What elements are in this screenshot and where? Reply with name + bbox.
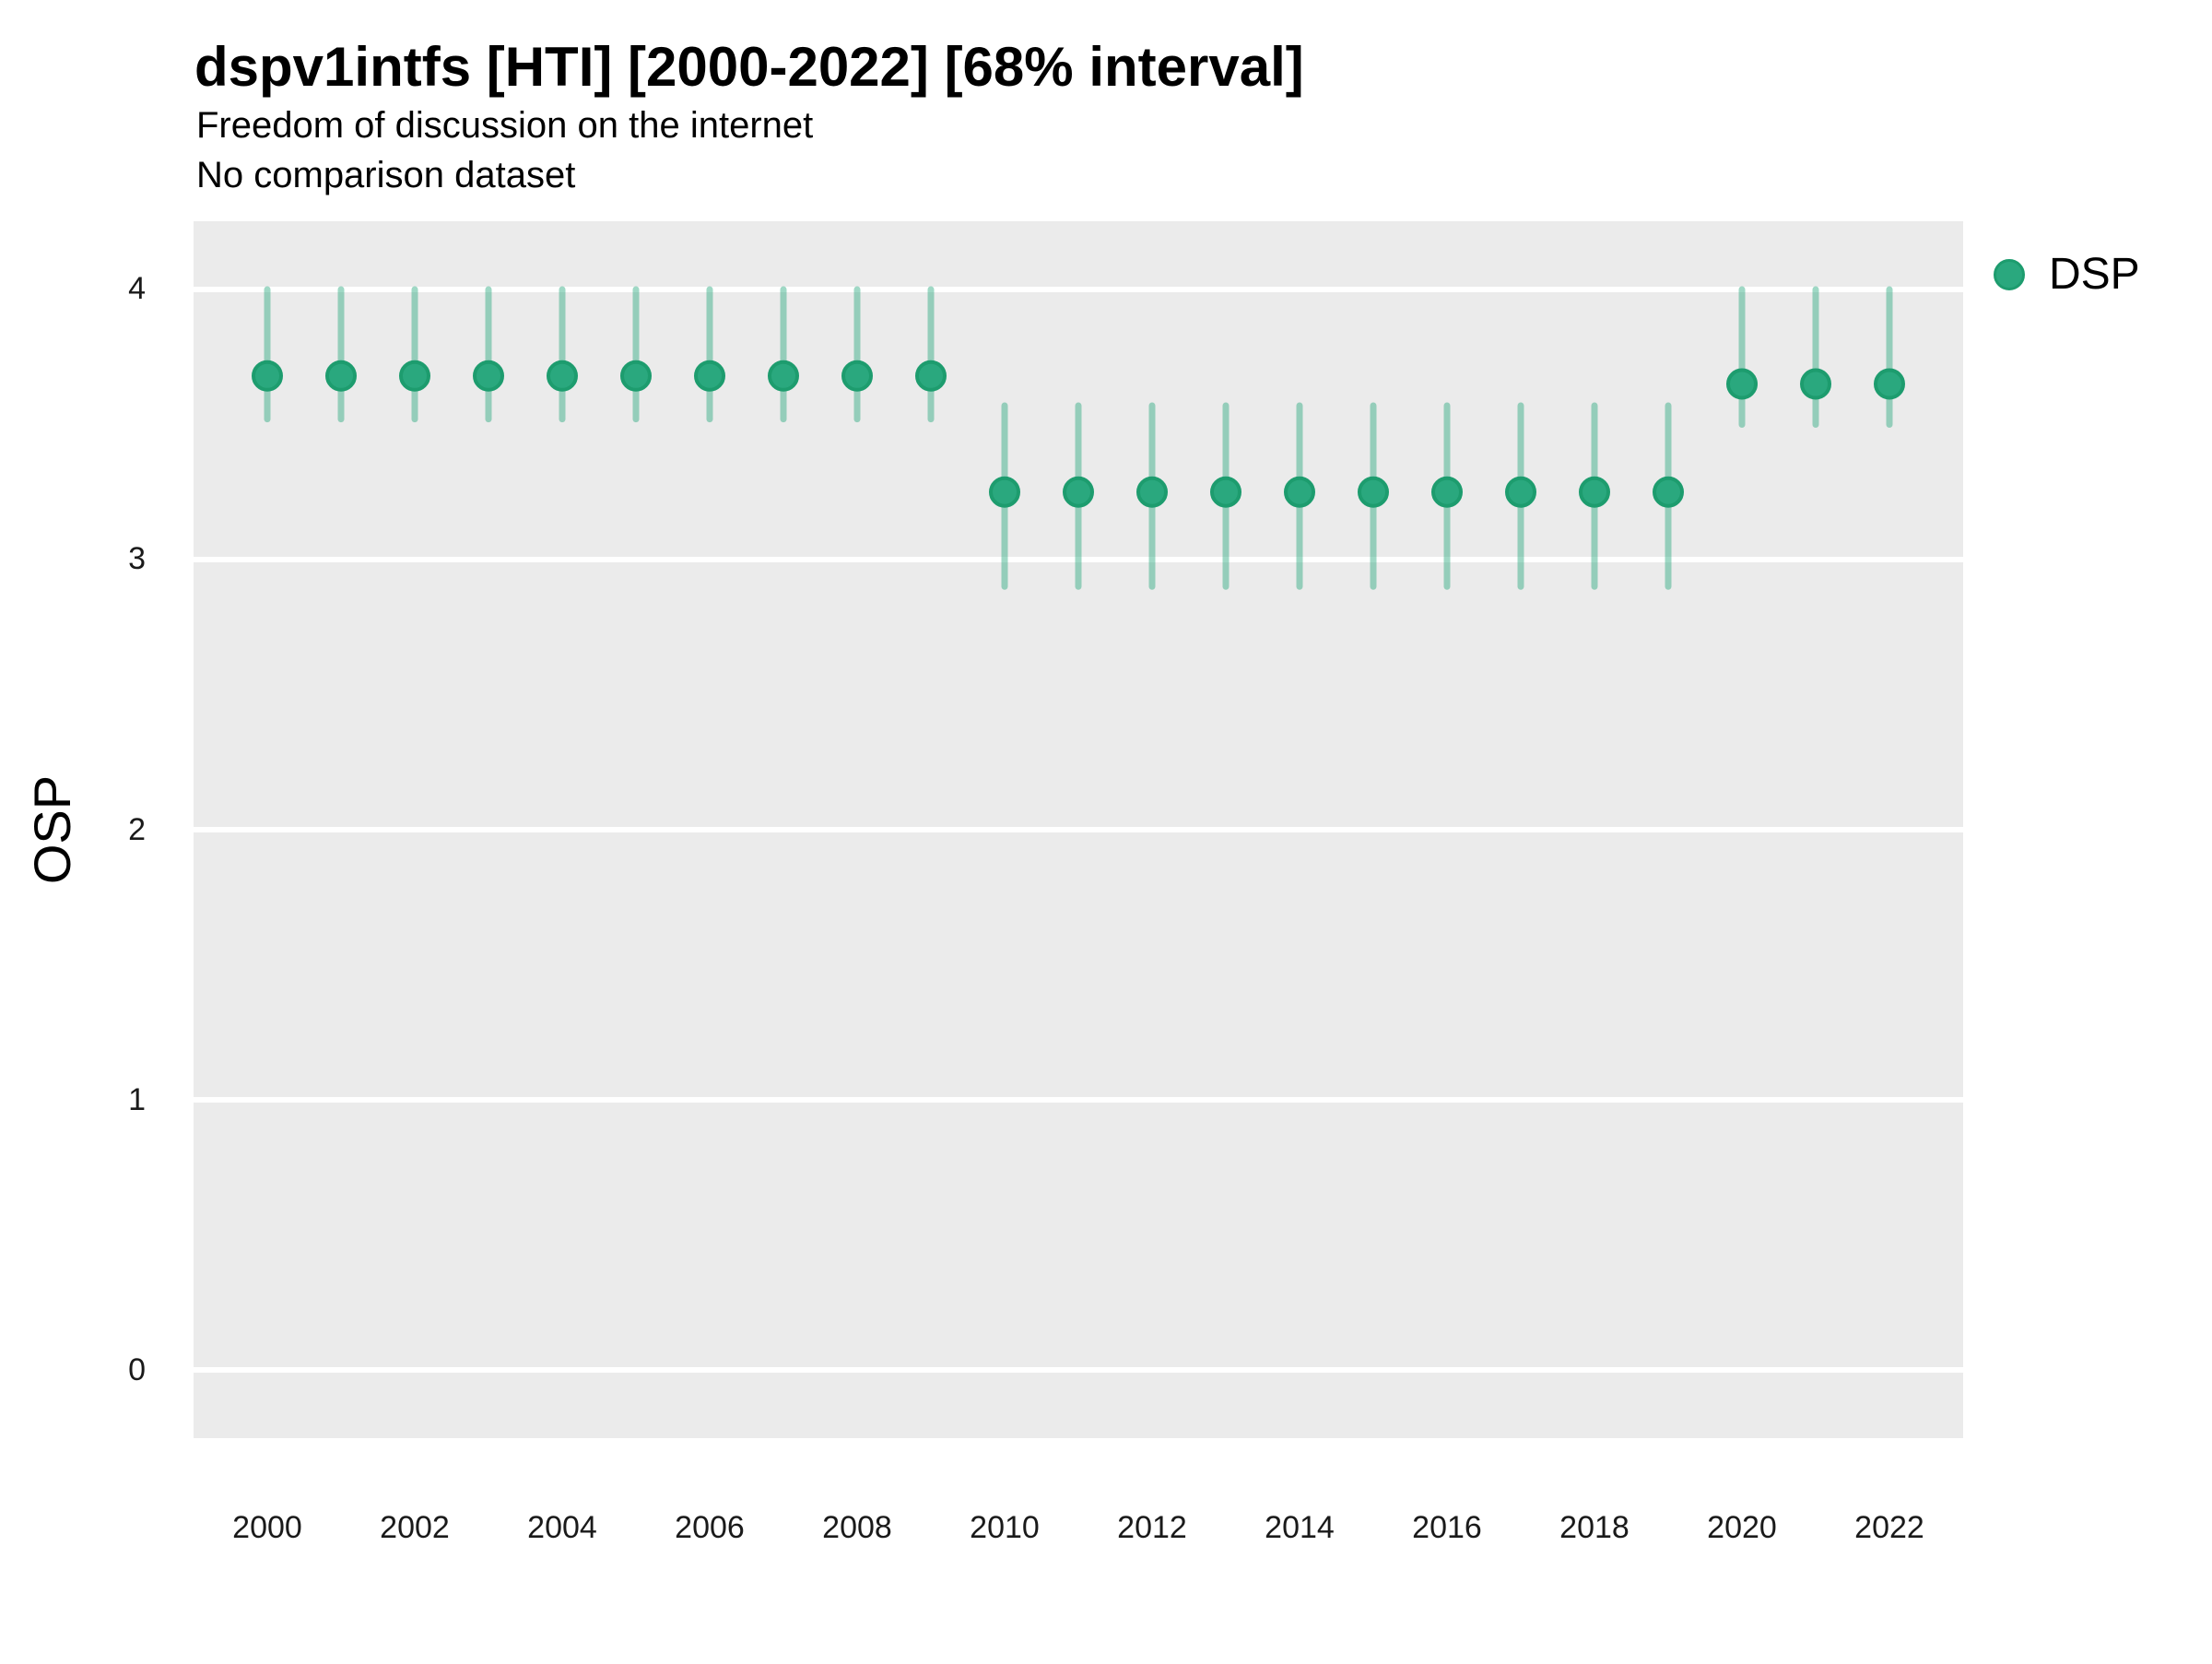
- x-tick-label-2018: 2018: [1559, 1510, 1630, 1545]
- point-marker-2012: [1136, 476, 1168, 508]
- point-marker-2010: [989, 476, 1020, 508]
- point-marker-2019: [1653, 476, 1684, 508]
- y-tick-label-0: 0: [128, 1351, 146, 1387]
- chart-subtitle: Freedom of discussion on the internet: [196, 105, 814, 146]
- chart-note: No comparison dataset: [196, 155, 576, 195]
- y-tick-label-3: 3: [128, 541, 146, 577]
- y-tick-label-1: 1: [128, 1081, 146, 1117]
- point-marker-2021: [1800, 368, 1831, 400]
- point-marker-2022: [1874, 368, 1905, 400]
- point-marker-2007: [768, 360, 799, 392]
- point-marker-2001: [325, 360, 357, 392]
- point-marker-2002: [399, 360, 430, 392]
- x-tick-label-2004: 2004: [527, 1510, 597, 1545]
- point-marker-2016: [1431, 476, 1463, 508]
- chart-title: dspv1intfs [HTI] [2000-2022] [68% interv…: [194, 36, 1304, 98]
- point-marker-2013: [1210, 476, 1241, 508]
- point-marker-2014: [1284, 476, 1315, 508]
- legend: DSP: [1994, 249, 2140, 301]
- x-tick-label-2012: 2012: [1117, 1510, 1187, 1545]
- x-tick-label-2002: 2002: [380, 1510, 450, 1545]
- point-marker-2015: [1358, 476, 1389, 508]
- y-tick-label-4: 4: [128, 271, 146, 307]
- x-tick-label-2020: 2020: [1707, 1510, 1777, 1545]
- legend-point-icon: [1994, 259, 2025, 290]
- point-marker-2011: [1063, 476, 1094, 508]
- point-marker-2008: [841, 360, 873, 392]
- point-marker-2017: [1505, 476, 1536, 508]
- point-marker-2018: [1579, 476, 1610, 508]
- x-tick-label-2010: 2010: [970, 1510, 1040, 1545]
- x-tick-label-2008: 2008: [822, 1510, 892, 1545]
- x-tick-label-2016: 2016: [1412, 1510, 1482, 1545]
- point-marker-2003: [473, 360, 504, 392]
- point-marker-2005: [620, 360, 652, 392]
- legend-item-label: DSP: [2049, 250, 2140, 299]
- point-marker-2006: [694, 360, 725, 392]
- point-marker-2020: [1726, 368, 1758, 400]
- y-tick-label-2: 2: [128, 811, 146, 847]
- point-marker-2009: [915, 360, 947, 392]
- x-tick-label-2006: 2006: [675, 1510, 745, 1545]
- x-tick-label-2022: 2022: [1854, 1510, 1924, 1545]
- x-tick-label-2014: 2014: [1265, 1510, 1335, 1545]
- x-tick-label-2000: 2000: [232, 1510, 302, 1545]
- point-marker-2004: [547, 360, 578, 392]
- point-marker-2000: [252, 360, 283, 392]
